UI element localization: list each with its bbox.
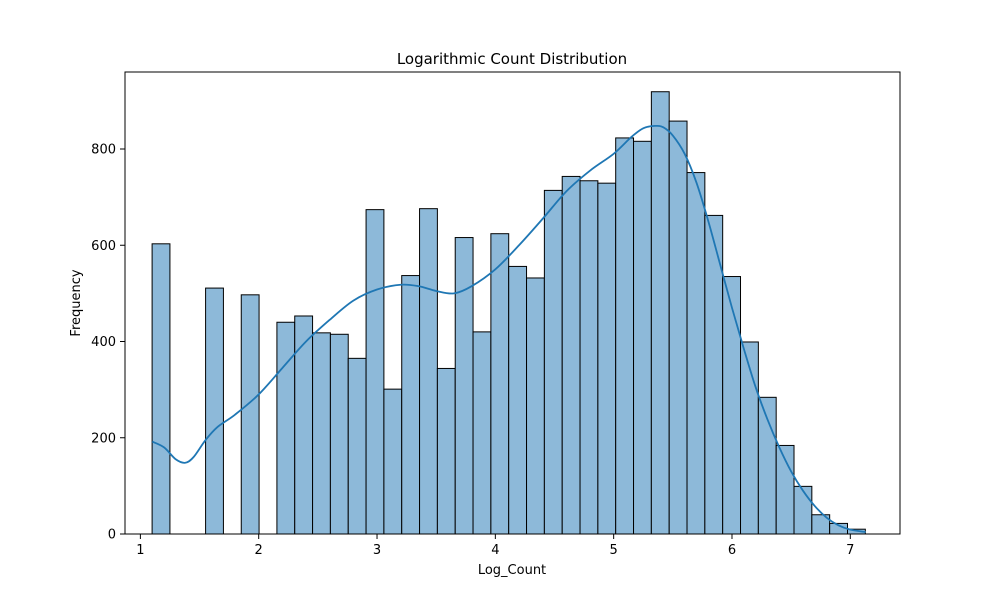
y-axis-ticks: 0 200 400 600 800: [91, 143, 125, 543]
histogram-bar-23: [561, 175, 581, 535]
histogram-bar-11: [347, 357, 367, 535]
y-tick-label-200: 200: [91, 431, 116, 446]
histogram-bar-29: [668, 120, 688, 535]
y-tick-label-400: 400: [91, 335, 116, 350]
x-tick-label-2: 2: [255, 543, 263, 558]
histogram-bar-17: [454, 237, 474, 535]
histogram-bar-13: [383, 388, 403, 535]
x-tick-label-3: 3: [373, 543, 381, 558]
histogram-bar-32: [722, 276, 742, 535]
y-tick-label-600: 600: [91, 239, 116, 254]
histogram-bar-10: [329, 333, 349, 535]
histogram-bar-22: [543, 189, 563, 535]
histogram-bar-8: [294, 315, 314, 535]
y-tick-label-800: 800: [91, 143, 116, 158]
x-axis-label: Log_Count: [478, 563, 546, 578]
histogram-bar-18: [472, 331, 492, 535]
histogram-bar-14: [401, 275, 421, 535]
histogram-bar-20: [508, 265, 528, 535]
chart-title: Logarithmic Count Distribution: [397, 50, 627, 68]
histogram-bar-7: [276, 321, 296, 535]
plot-frame: [124, 71, 901, 535]
x-tick-label-6: 6: [728, 543, 736, 558]
histogram-bar-0: [151, 243, 171, 535]
histogram-bar-36: [793, 485, 813, 535]
x-tick-label-5: 5: [610, 543, 618, 558]
x-tick-label-7: 7: [846, 543, 854, 558]
x-tick-label-4: 4: [491, 543, 499, 558]
histogram-bar-30: [686, 172, 706, 535]
x-axis-ticks: 1 2 3 4 5 6 7: [136, 534, 854, 558]
histogram-bar-24: [579, 180, 599, 535]
histogram-bar-21: [526, 277, 545, 535]
x-tick-label-1: 1: [136, 543, 144, 558]
histogram-bar-33: [740, 341, 759, 535]
histogram-bar-25: [597, 182, 617, 535]
y-axis-label: Frequency: [69, 269, 84, 336]
y-tick-label-0: 0: [108, 528, 116, 543]
histogram-bar-27: [633, 140, 652, 535]
histogram-bar-26: [615, 137, 635, 535]
histogram-bar-15: [419, 208, 438, 535]
histogram-bar-16: [436, 367, 456, 535]
histogram-bars: [151, 91, 866, 535]
histogram-bar-9: [312, 332, 331, 535]
histogram-bar-5: [240, 294, 260, 535]
histogram-bar-12: [365, 209, 385, 535]
kde-curve: [151, 124, 866, 533]
histogram-bar-28: [650, 91, 670, 535]
histogram-bar-19: [490, 233, 510, 535]
histogram-bar-3: [205, 287, 224, 535]
